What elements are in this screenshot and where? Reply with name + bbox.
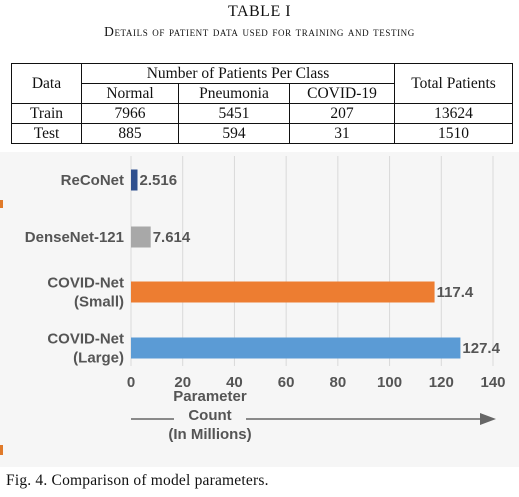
cell-pneumonia: 594 — [178, 123, 290, 144]
axis-arrowhead — [480, 413, 496, 425]
x-tick-label: 20 — [174, 374, 191, 391]
cell-covid: 31 — [288, 123, 396, 144]
category-label: DenseNet-121 — [25, 229, 124, 246]
bars: 2.516 7.614 117.4 127.4 — [131, 169, 501, 359]
parameter-bar-chart: 2.516 7.614 117.4 127.4 ReCoNet DenseNet-121… — [25, 156, 506, 443]
data-label: 117.4 — [437, 284, 474, 301]
table-header-row: Data Number of Patients Per Class Total … — [11, 63, 514, 104]
header-total: Total Patients — [394, 63, 514, 104]
bar — [131, 281, 435, 303]
table-caption: Details of patient data used for trainin… — [104, 24, 415, 39]
cell-normal: 7966 — [81, 103, 179, 124]
x-tick-label: 140 — [480, 374, 505, 391]
edge-mark — [0, 445, 3, 455]
x-tick-label: 120 — [429, 374, 454, 391]
header-data: Data — [11, 63, 82, 104]
data-label: 7.614 — [153, 229, 191, 246]
category-label: COVID-Net (Large) — [47, 331, 124, 367]
data-label: 2.516 — [140, 172, 178, 189]
x-tick-label: 0 — [127, 374, 135, 391]
header-pneumonia: Pneumonia — [178, 83, 290, 104]
header-group: Number of Patients Per Class — [80, 63, 396, 84]
x-axis-title: Parameter Count (In Millions) — [168, 388, 251, 443]
x-tick-label: 80 — [330, 374, 347, 391]
x-tick-label: 40 — [226, 374, 243, 391]
header-covid: COVID-19 — [288, 83, 396, 104]
cell-normal: 885 — [81, 123, 179, 144]
category-labels: ReCoNet DenseNet-121 COVID-Net (Small) COVID… — [25, 172, 124, 367]
grid-lines — [130, 156, 494, 366]
data-label: 127.4 — [462, 340, 500, 357]
table-row: Train 7966 5451 207 13624 — [11, 103, 514, 124]
table-title: TABLE I — [227, 3, 292, 20]
x-tick-label: 60 — [278, 374, 295, 391]
x-tick-labels: 0 20 40 60 80 100 120 140 — [127, 374, 506, 391]
bar — [131, 226, 151, 248]
cell-pneumonia: 5451 — [178, 103, 290, 124]
row-label: Test — [11, 123, 82, 144]
cell-covid: 207 — [288, 103, 396, 124]
row-label: Train — [11, 103, 82, 124]
category-label: COVID-Net (Small) — [47, 275, 124, 311]
cell-total: 13624 — [394, 103, 514, 124]
table-row: Test 885 594 31 1510 — [11, 123, 514, 144]
figure-panel: 2.516 7.614 117.4 127.4 ReCoNet DenseNet-121… — [0, 152, 519, 467]
patient-data-table: Data Number of Patients Per Class Total … — [11, 63, 514, 144]
figure-caption: Fig. 4. Comparison of model parameters. — [6, 472, 269, 489]
category-label: ReCoNet — [61, 172, 124, 189]
edge-mark — [0, 200, 3, 208]
x-tick-label: 100 — [377, 374, 402, 391]
header-normal: Normal — [81, 83, 179, 104]
x-axis-label: Parameter Count (In Millions) — [131, 388, 496, 443]
bar — [131, 169, 138, 191]
bar — [131, 337, 461, 359]
cell-total: 1510 — [394, 123, 514, 144]
